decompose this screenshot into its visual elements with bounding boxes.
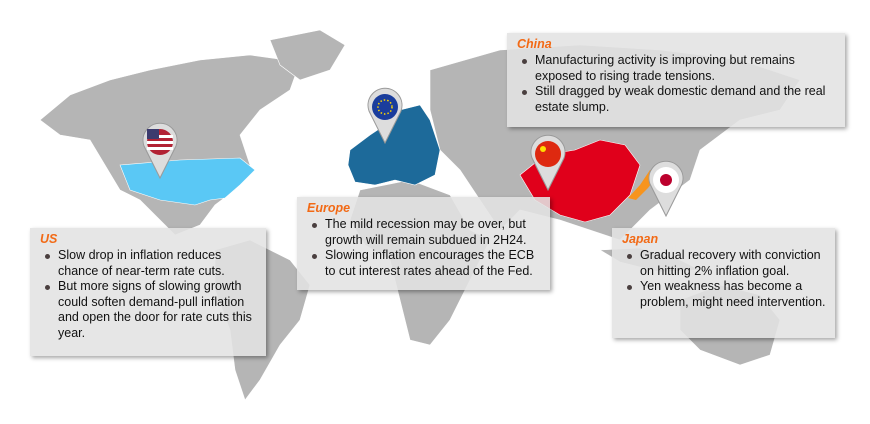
china-callout: China Manufacturing activity is improvin…	[507, 33, 845, 127]
us-bullet: But more signs of slowing growth could s…	[45, 279, 258, 341]
eu-flag-icon	[367, 87, 403, 145]
japan-title: Japan	[622, 232, 659, 246]
japan-callout: Japan Gradual recovery with conviction o…	[612, 228, 835, 338]
japan-bullet: Yen weakness has become a problem, might…	[627, 279, 826, 309]
china-title: China	[517, 37, 552, 51]
us-region	[119, 157, 256, 206]
greenland-landmass	[269, 29, 346, 81]
china-flag-icon	[530, 134, 566, 192]
japan-flag-icon	[648, 160, 684, 218]
us-title: US	[40, 232, 58, 246]
china-bullet: Still dragged by weak domestic demand an…	[522, 84, 837, 115]
us-bullet: Slow drop in inflation reduces chance of…	[45, 248, 258, 279]
europe-bullet: The mild recession may be over, but grow…	[312, 217, 542, 248]
us-callout: US Slow drop in inflation reduces chance…	[30, 228, 266, 356]
europe-bullet: Slowing inflation encourages the ECB to …	[312, 248, 542, 279]
europe-title: Europe	[307, 201, 351, 215]
china-bullet: Manufacturing activity is improving but …	[522, 53, 837, 84]
us-flag-icon	[142, 122, 178, 180]
japan-bullet: Gradual recovery with conviction on hitt…	[627, 248, 827, 279]
europe-callout: Europe The mild recession may be over, b…	[297, 197, 550, 290]
